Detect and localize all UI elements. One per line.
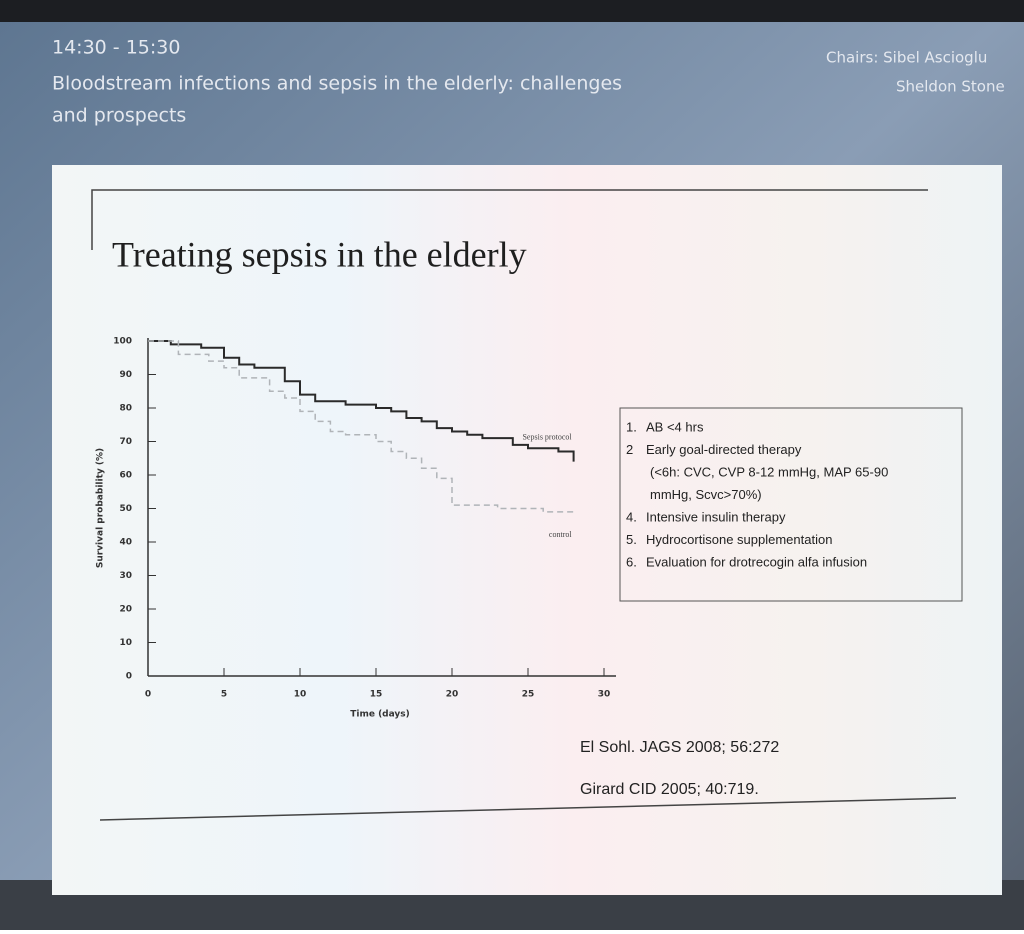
survival-line (148, 340, 575, 462)
x-axis-label: Time (days) (350, 710, 410, 720)
y-tick-label: 70 (119, 437, 132, 447)
top-edge (0, 0, 1024, 22)
survival-line (148, 340, 575, 516)
list-number: 5. (626, 532, 637, 547)
list-box (619, 407, 963, 602)
line-label: control (549, 530, 572, 539)
y-tick-label: 20 (119, 605, 132, 615)
y-tick-label: 10 (119, 638, 132, 648)
x-tick-label: 20 (446, 690, 459, 700)
list-number: 1. (626, 419, 637, 434)
x-tick-label: 25 (522, 690, 535, 700)
slide-frame (91, 189, 928, 250)
list-item: AB <4 hrs (646, 419, 704, 434)
list-item: Intensive insulin therapy (646, 509, 786, 524)
slide-rule (99, 797, 957, 821)
list-number: 2 (626, 442, 633, 457)
x-tick-label: 10 (294, 690, 307, 700)
slide (52, 165, 1002, 895)
slide-title: Treating sepsis in the elderly (112, 234, 527, 274)
chairs: Sheldon Stone (896, 78, 1005, 96)
y-tick-label: 0 (126, 672, 132, 682)
y-tick-label: 60 (119, 471, 132, 481)
session-title: and prospects (52, 105, 186, 127)
x-tick-label: 5 (221, 690, 227, 700)
y-tick-label: 40 (119, 538, 132, 548)
y-axis-label: Survival probability (%) (96, 448, 106, 568)
list-number: 6. (626, 554, 637, 569)
list-item: Hydrocortisone supplementation (646, 532, 832, 547)
session-title: Bloodstream infections and sepsis in the… (52, 73, 622, 95)
line-label: Sepsis protocol (522, 432, 572, 441)
y-tick-label: 30 (119, 571, 132, 581)
chairs: Chairs: Sibel Ascioglu (826, 49, 987, 67)
y-tick-label: 90 (119, 370, 132, 380)
list-item: Early goal-directed therapy (646, 442, 802, 457)
x-tick-label: 15 (370, 690, 383, 700)
y-tick-label: 80 (119, 404, 132, 414)
x-tick-label: 30 (598, 690, 611, 700)
reference: El Sohl. JAGS 2008; 56:272 (580, 739, 779, 756)
list-item: Evaluation for drotrecogin alfa infusion (646, 554, 867, 569)
x-tick-label: 0 (145, 690, 151, 700)
reference: Girard CID 2005; 40:719. (580, 781, 759, 798)
y-tick-label: 100 (113, 337, 132, 347)
list-item: (<6h: CVC, CVP 8-12 mmHg, MAP 65-90 (650, 464, 888, 479)
list-item: mmHg, Scvc>70%) (650, 487, 762, 502)
y-tick-label: 50 (119, 504, 132, 514)
list-number: 4. (626, 509, 637, 524)
session-time: 14:30 - 15:30 (52, 37, 180, 59)
